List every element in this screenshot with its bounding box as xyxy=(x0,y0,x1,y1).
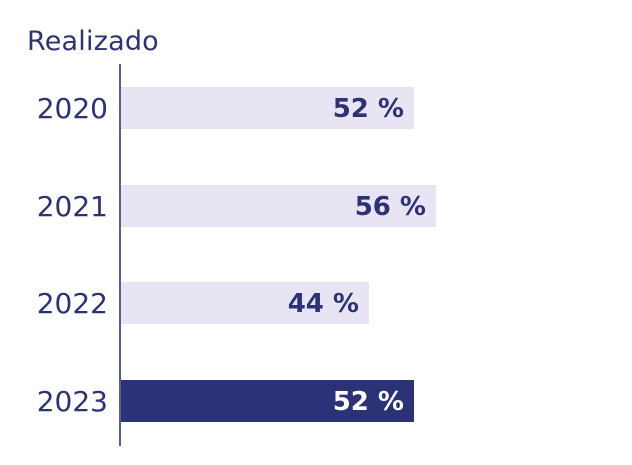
bar-highlighted: 52 % xyxy=(121,380,414,422)
y-axis-line xyxy=(119,64,121,446)
bar: 56 % xyxy=(121,185,436,227)
value-label: 52 % xyxy=(332,94,404,124)
category-label: 2023 xyxy=(36,385,108,418)
value-label: 52 % xyxy=(332,387,404,417)
category-label: 2022 xyxy=(36,287,108,320)
bar-row-2022: 2022 44 % xyxy=(0,282,632,324)
bar-row-2021: 2021 56 % xyxy=(0,185,632,227)
bar: 44 % xyxy=(121,282,369,324)
bar-row-2023: 2023 52 % xyxy=(0,380,632,422)
bar: 52 % xyxy=(121,87,414,129)
chart-title: Realizado xyxy=(27,26,159,57)
value-label: 44 % xyxy=(287,289,359,319)
bar-row-2020: 2020 52 % xyxy=(0,87,632,129)
category-label: 2020 xyxy=(36,92,108,125)
value-label: 56 % xyxy=(354,192,426,222)
category-label: 2021 xyxy=(36,190,108,223)
